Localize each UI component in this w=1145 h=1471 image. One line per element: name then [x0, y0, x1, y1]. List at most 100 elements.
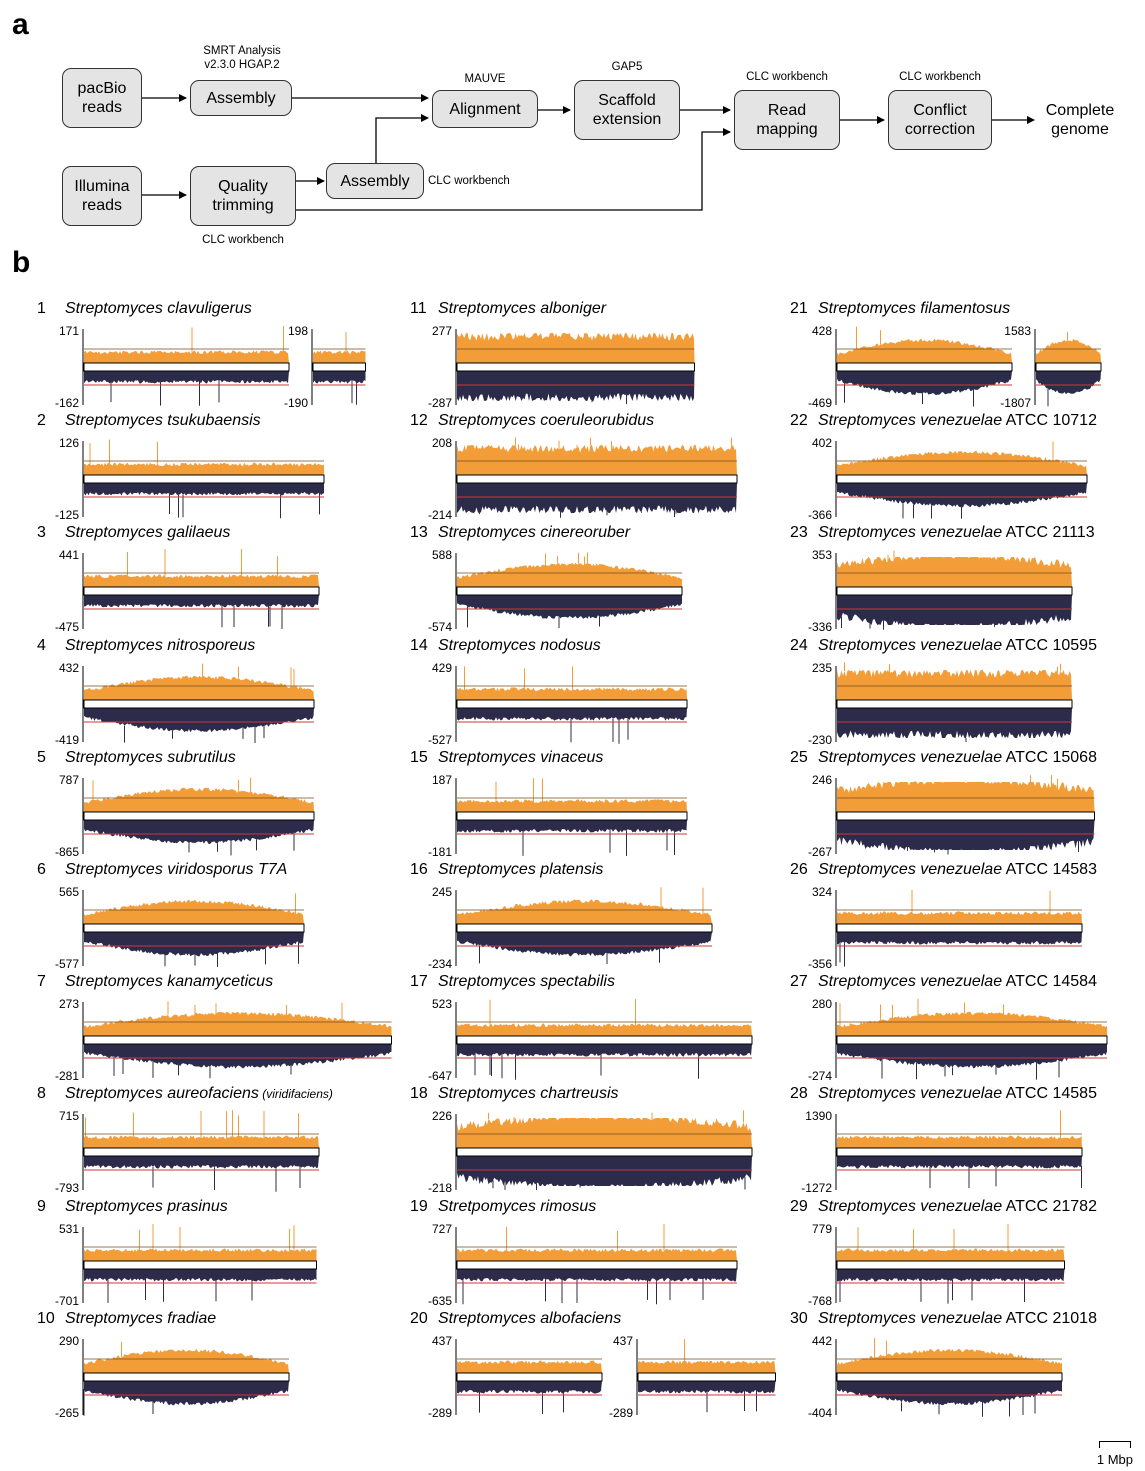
coverage-track: 727 -635 — [428, 1222, 738, 1308]
min-coverage-label: -1807 — [1000, 396, 1031, 410]
reverse-coverage-area — [84, 1156, 319, 1169]
max-coverage-label: 1583 — [1004, 324, 1031, 338]
reverse-coverage-area — [84, 371, 289, 384]
coverage-plot: 715 -793 — [55, 1109, 320, 1195]
genome-baseline — [637, 1372, 776, 1382]
species-name: Streptomyces venezuelae — [818, 636, 1003, 654]
max-coverage-label: 277 — [432, 324, 452, 338]
reverse-coverage-area — [1036, 371, 1101, 395]
genome-number: 21 — [790, 300, 808, 317]
reverse-coverage-area — [313, 371, 366, 384]
reverse-spikes — [107, 1278, 253, 1303]
forward-coverage-area — [837, 557, 1072, 588]
genome-baseline — [83, 586, 320, 596]
strain-label: ATCC 14583 — [1002, 861, 1097, 878]
reverse-spikes — [124, 725, 265, 743]
forward-spikes — [488, 1110, 744, 1123]
max-coverage-label: 715 — [59, 1109, 79, 1123]
genome-baseline — [83, 1260, 317, 1270]
species-name: Streptomyces venezuelae — [818, 748, 1003, 766]
reverse-spikes — [907, 840, 1079, 855]
genome-panel: 3 Streptomyces galilaeus 441 -475 — [37, 524, 387, 639]
min-coverage-label: -475 — [55, 620, 79, 634]
coverage-plot: 126 -125 — [55, 436, 325, 522]
reverse-coverage-area — [457, 371, 695, 401]
species-name: Streptomyces venezuelae — [818, 524, 1003, 542]
forward-coverage-area — [837, 451, 1087, 476]
genome-panel: 10 Streptomyces fradiae 290 -265 — [37, 1310, 387, 1425]
coverage-plot: 429 -527 — [428, 661, 688, 747]
reverse-coverage-area — [837, 371, 1012, 396]
min-coverage-label: -162 — [55, 396, 79, 410]
reverse-spikes — [929, 1165, 1082, 1189]
reverse-spikes — [474, 1053, 699, 1080]
genome-panel: 26 Streptomyces venezuelae ATCC 14583 324 -… — [790, 861, 1140, 976]
coverage-track: 523 -647 — [428, 997, 753, 1083]
species-name: Streptomyces venezuelae — [818, 861, 1003, 878]
genome-number: 26 — [790, 861, 808, 878]
max-coverage-label: 437 — [613, 1334, 633, 1348]
forward-coverage-area — [837, 1247, 1065, 1261]
genome-number: 9 — [37, 1197, 46, 1215]
genome-baseline — [456, 811, 688, 821]
genome-panel: 25 Streptomyces venezuelae ATCC 15068 246 -… — [790, 749, 1140, 864]
genome-baseline — [456, 923, 713, 933]
coverage-plot: 565 -577 — [55, 885, 305, 971]
read-mapping-box: Read mapping — [734, 90, 840, 150]
species-name: Streptomyces vinaceus — [438, 748, 604, 766]
genome-number: 22 — [790, 412, 808, 430]
workflow-diagram — [142, 94, 1035, 211]
reverse-spikes — [479, 945, 660, 964]
genome-baseline — [456, 699, 688, 709]
genome-baseline — [456, 586, 683, 596]
genome-number: 3 — [37, 524, 46, 542]
reverse-spikes — [706, 1390, 757, 1413]
reverse-coverage-area — [837, 1156, 1082, 1169]
genome-baseline — [836, 923, 1083, 933]
coverage-plot: 428 -469 1583 -1807 — [808, 324, 1102, 410]
strain-label: ATCC 15068 — [1002, 748, 1097, 766]
genome-panel: 8 Streptomyces aureofaciens (viridifacien… — [37, 1085, 387, 1200]
coverage-plot: 787 -865 — [55, 773, 315, 859]
coverage-plot: 531 -701 — [55, 1222, 317, 1308]
min-coverage-label: -214 — [428, 508, 452, 522]
coverage-plot: 324 -356 — [808, 885, 1083, 971]
forward-coverage-area — [837, 781, 1095, 812]
forward-coverage-area — [457, 1360, 602, 1373]
genome-number: 11 — [410, 300, 427, 317]
genome-title: 24 Streptomyces venezuelae ATCC 10595 — [790, 637, 1097, 655]
arrow-assembly2-alignment — [375, 114, 429, 163]
coverage-plot: 779 -768 — [808, 1222, 1065, 1308]
reverse-spikes — [839, 1278, 1025, 1304]
min-coverage-label: -289 — [428, 1406, 452, 1420]
species-name: Streptomyces galilaeus — [65, 524, 231, 542]
genome-title: 1 Streptomyces clavuligerus — [37, 300, 252, 318]
forward-coverage-area — [84, 1011, 392, 1037]
strain-label: ATCC 10595 — [1002, 636, 1097, 654]
genome-panel: 27 Streptomyces venezuelae ATCC 14584 280 -… — [790, 973, 1140, 1088]
coverage-track: 245 -234 — [428, 885, 713, 971]
coverage-plot: 171 -162 198 -190 — [55, 324, 366, 410]
max-coverage-label: 226 — [432, 1109, 452, 1123]
forward-coverage-area — [837, 669, 1072, 700]
genome-baseline — [456, 1035, 753, 1045]
coverage-plot: 442 -404 — [808, 1334, 1063, 1420]
min-coverage-label: -577 — [55, 957, 79, 971]
genome-panel: 1 Streptomyces clavuligerus 171 -162 198 -190 — [37, 300, 387, 415]
forward-coverage-area — [457, 1118, 752, 1149]
species-name: Streptomyces venezuelae — [818, 1197, 1003, 1215]
coverage-track: 441 -475 — [55, 548, 320, 634]
panel-label-b: b — [12, 246, 31, 279]
min-coverage-label: -574 — [428, 620, 452, 634]
min-coverage-label: -647 — [428, 1069, 452, 1083]
genome-number: 27 — [790, 973, 808, 991]
coverage-plot: 402 -366 — [808, 436, 1088, 522]
conflict-correction-box: Conflict correction — [888, 90, 992, 150]
genome-title: 4 Streptomyces nitrosporeus — [37, 637, 255, 655]
min-coverage-label: -768 — [808, 1294, 832, 1308]
genome-baseline — [836, 811, 1095, 821]
reverse-spikes — [522, 829, 675, 856]
genome-baseline — [83, 923, 305, 933]
max-coverage-label: 429 — [432, 661, 452, 675]
genome-title: 19 Stretpomyces rimosus — [410, 1198, 596, 1216]
